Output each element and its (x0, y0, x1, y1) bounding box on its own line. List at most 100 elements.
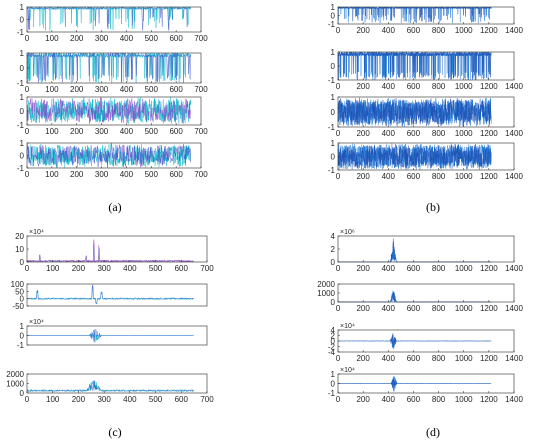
panel-a-subplot-1-xtick-label: 400 (120, 34, 134, 43)
panel-b-subplot-3-xtick-label: 400 (382, 129, 396, 138)
panel-c-subplot-1-xtick-label: 700 (200, 264, 214, 273)
panel-d-subplot-2-series-1-line (337, 290, 492, 303)
panel-b-subplot-4-xtick-label: 1000 (455, 172, 473, 181)
panel-d-subplot-3-xtick-label: 200 (356, 354, 370, 363)
panel-a-subplot-3-ytick-label: 0 (20, 107, 25, 116)
panel-c-subplot-2-series-1-line (26, 286, 194, 305)
panel-a-subplot-2-series-2-line (26, 52, 191, 83)
panel-b-subplot-1-xtick-label: 1400 (505, 26, 523, 35)
panel-d-subplot-1-xtick-label: 400 (382, 264, 396, 273)
panel-d-subplot-3-ytick-label: 4 (331, 326, 336, 335)
panel-a-subplot-4-ytick-label: 0 (20, 152, 25, 161)
panel-a-subplot-3-xtick-label: 400 (120, 127, 134, 136)
panel-b-subplot-2-xtick-label: 200 (356, 82, 370, 91)
panel-d-subplot-3-xtick-label: 1400 (505, 354, 523, 363)
panel-d-subplot-3-xtick-label: 1200 (480, 354, 498, 363)
panel-d-subplot-2-ytick-label: 2000 (317, 280, 335, 289)
panel-d-subplot-1-series-1-line (337, 241, 492, 263)
panel-d-subplot-2-xtick-label: 600 (407, 304, 421, 313)
panel-d-subplot-1-series-2-line (338, 238, 492, 263)
panel-b-subplot-3-series-2-line (337, 98, 492, 127)
panel-b-subplot-1: 10-10 200 400 600 800 1000 1200 1400 (328, 3, 524, 35)
panel-d-subplot-3-xtick-label: 1000 (455, 354, 473, 363)
panel-c-subplot-4-ytick-label: 1000 (6, 380, 24, 389)
panel-b-subplot-4-xtick-label: 1400 (505, 172, 523, 181)
panel-d-subplot-4-xtick-label: 200 (356, 395, 370, 404)
panel-a-subplot-4-xtick-label: 600 (169, 170, 183, 179)
panel-a-subplot-2-ytick-label: 1 (20, 49, 25, 58)
panel-a-subplot-4-xtick-label: 700 (194, 170, 208, 179)
panel-a-subplot-3-xtick-label: 700 (194, 127, 208, 136)
panel-b-subplot-3-ytick-label: 1 (331, 93, 336, 102)
panel-c-subplot-3: 10-1 ×10⁴ (17, 319, 208, 350)
panel-b-subplot-1-ytick-label: 1 (331, 3, 336, 12)
panel-d-subplot-1-xtick-label: 1400 (505, 264, 523, 273)
panel-d-subplot-2-xtick-label: 400 (382, 304, 396, 313)
panel-a-subplot-2-xtick-label: 400 (120, 85, 134, 94)
panel-a-subplot-4-xtick-label: 200 (70, 170, 84, 179)
panel-c-subplot-4-series-1-line (26, 380, 195, 393)
panel-c-subplot-2-ytick-label: -50 (12, 302, 24, 311)
panel-a-subplot-3-series-2-line (26, 97, 191, 124)
panel-b-subplot-1-ytick-label: 0 (331, 12, 336, 21)
panel-c-subplot-1-xtick-label: 200 (72, 264, 86, 273)
panel-b-subplot-1-xtick-label: 1200 (480, 26, 498, 35)
panel-b-subplot-3-ytick-label: 0 (331, 108, 336, 117)
panel-c-subplot-1-series-1-line (26, 239, 194, 263)
panel-a-subplot-2-xtick-label: 300 (95, 85, 109, 94)
panel-b-subplot-4-xtick-label: 600 (407, 172, 421, 181)
panel-d-subplot-1-xtick-label: 1000 (455, 264, 473, 273)
panel-b-subplot-2-series-2-line (337, 51, 492, 80)
panel-c-subplot-1-xtick-label: 100 (46, 264, 60, 273)
panel-d-subplot-4-xtick-label: 0 (336, 395, 341, 404)
panel-d-subplot-1-ytick-label: 0 (331, 258, 336, 267)
panel-a-subplot-1-ytick-label: 1 (20, 3, 25, 12)
panel-b-subplot-1-xtick-label: 600 (407, 26, 421, 35)
panel-d-subplot-4-ytick-label: 0 (331, 380, 336, 389)
panel-a-subplot-1: 10-10 100 200 300 400 500 600 700 (17, 3, 208, 43)
panel-a-subplot-2-xtick-label: 600 (169, 85, 183, 94)
panel-d-subplot-2-ytick-label: 0 (331, 298, 336, 307)
panel-b-subplot-2: 10-10 200 400 600 800 1000 1200 1400 (328, 48, 524, 91)
panel-c-subplot-2-ytick-label: 0 (20, 295, 25, 304)
panel-a-subplot-1-frame (26, 6, 202, 33)
panel-b-subplot-3: 10-10 200 400 600 800 1000 1200 1400 (328, 93, 524, 138)
panel-d-subplot-1-ytick-label: 4 (331, 232, 336, 241)
panel-b-subplot-2-xtick-label: 600 (407, 82, 421, 91)
panel-b-subplot-2-ytick-label: 1 (331, 48, 336, 57)
panel-label-c: (c) (108, 425, 121, 439)
panel-d-subplot-3-series-2-line (337, 334, 492, 349)
panel-b-subplot-3-xtick-label: 600 (407, 129, 421, 138)
panel-a-subplot-1-xtick-label: 100 (45, 34, 59, 43)
panel-b-subplot-2-xtick-label: 800 (432, 82, 446, 91)
panel-b-subplot-3-xtick-label: 1000 (455, 129, 473, 138)
panel-d-subplot-3-xtick-label: 800 (432, 354, 446, 363)
panel-a-subplot-4-series-2-line (26, 143, 191, 168)
panel-d-subplot-1-xtick-label: 600 (407, 264, 421, 273)
panel-d-subplot-1-frame (337, 235, 515, 263)
panel-label-d: (d) (426, 425, 440, 439)
panel-a-subplot-2-ytick-label: -1 (17, 79, 25, 88)
panel-c-subplot-4-xtick-label: 300 (97, 395, 111, 404)
panel-d-subplot-4-xtick-label: 1000 (455, 395, 473, 404)
panel-a-subplot-2-ytick-label: 0 (20, 64, 25, 73)
panel-c-subplot-4-ytick-label: 0 (20, 389, 25, 398)
panel-d-subplot-4: 10-10 200 400 600 800 1000 1200 1400×10⁴ (328, 367, 524, 404)
panel-a-subplot-2-xtick-label: 0 (25, 85, 30, 94)
panel-d-subplot-4-xtick-label: 1200 (480, 395, 498, 404)
panel-a-subplot-3-xtick-label: 0 (25, 127, 30, 136)
panel-b-subplot-2-xtick-label: 400 (382, 82, 396, 91)
panel-b-subplot-1-xtick-label: 400 (382, 26, 396, 35)
panel-a-subplot-1-xtick-label: 200 (70, 34, 84, 43)
panel-a-subplot-1-xtick-label: 700 (194, 34, 208, 43)
panel-b-subplot-1-series-2-line (337, 6, 492, 24)
panel-c-subplot-4-series-2-line (26, 380, 194, 393)
panel-a-subplot-4-xtick-label: 500 (145, 170, 159, 179)
panel-b-subplot-2-xtick-label: 1200 (480, 82, 498, 91)
